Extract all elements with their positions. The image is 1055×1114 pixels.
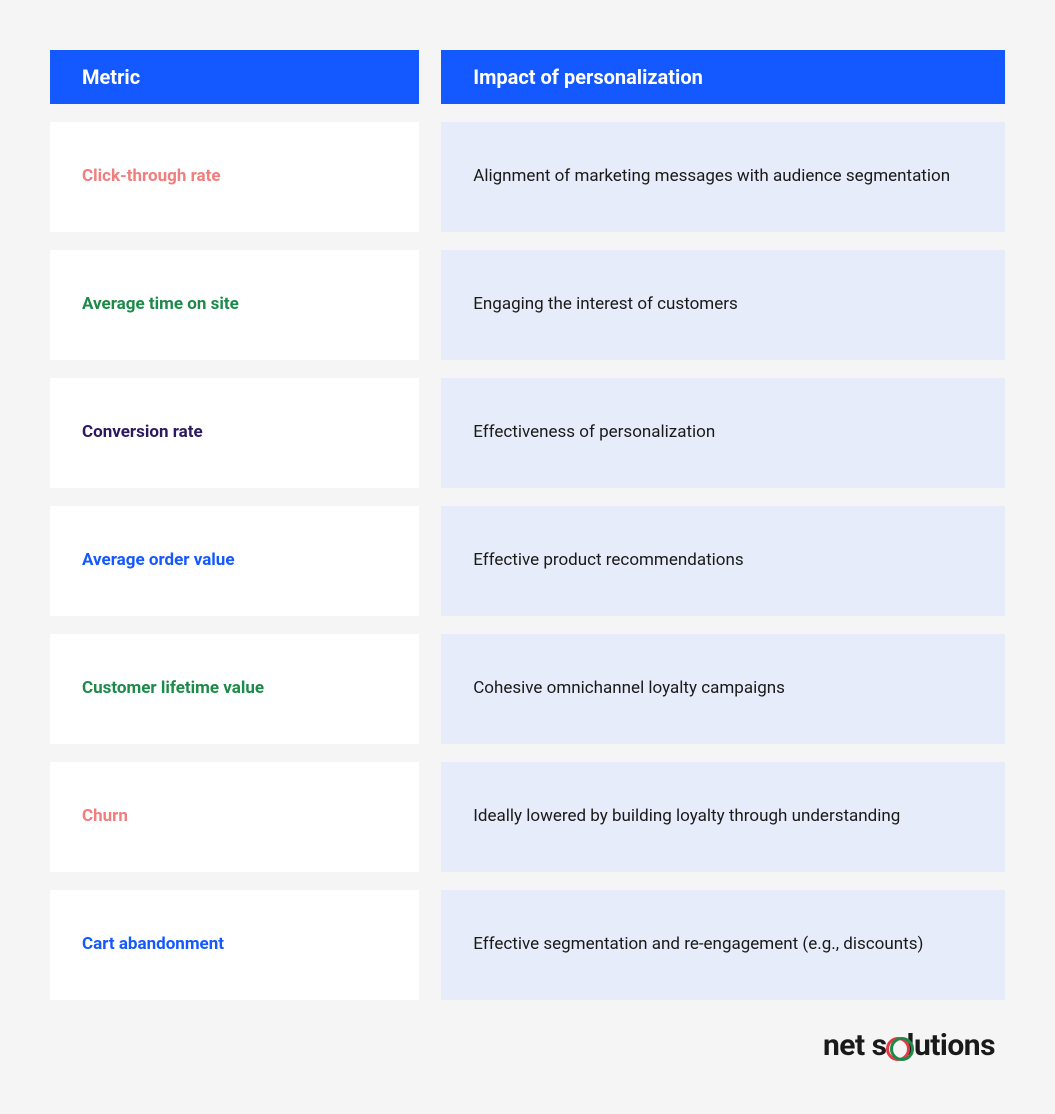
metric-cell: Conversion rate (50, 378, 419, 488)
logo-o-icon (888, 1037, 906, 1055)
metric-cell: Average order value (50, 506, 419, 616)
table-row: Conversion rateEffectiveness of personal… (50, 378, 1005, 488)
impact-cell: Alignment of marketing messages with aud… (441, 122, 1005, 232)
impact-cell: Cohesive omnichannel loyalty campaigns (441, 634, 1005, 744)
table-row: Click-through rateAlignment of marketing… (50, 122, 1005, 232)
header-impact: Impact of personalization (441, 50, 1005, 104)
table-row: ChurnIdeally lowered by building loyalty… (50, 762, 1005, 872)
table-header-row: Metric Impact of personalization (50, 50, 1005, 104)
impact-cell: Effective product recommendations (441, 506, 1005, 616)
impact-cell: Ideally lowered by building loyalty thro… (441, 762, 1005, 872)
metric-cell: Average time on site (50, 250, 419, 360)
logo-text: net s lutions (823, 1028, 995, 1063)
impact-cell: Effective segmentation and re-engagement… (441, 890, 1005, 1000)
table-row: Customer lifetime valueCohesive omnichan… (50, 634, 1005, 744)
impact-cell: Effectiveness of personalization (441, 378, 1005, 488)
table-row: Cart abandonmentEffective segmentation a… (50, 890, 1005, 1000)
metric-cell: Cart abandonment (50, 890, 419, 1000)
metric-cell: Customer lifetime value (50, 634, 419, 744)
header-metric: Metric (50, 50, 419, 104)
metric-cell: Click-through rate (50, 122, 419, 232)
table-row: Average time on siteEngaging the interes… (50, 250, 1005, 360)
metrics-table: Metric Impact of personalization Click-t… (50, 50, 1005, 1000)
footer-logo: net s lutions (50, 1028, 1005, 1063)
logo-text-before: net s (823, 1028, 887, 1063)
table-row: Average order valueEffective product rec… (50, 506, 1005, 616)
impact-cell: Engaging the interest of customers (441, 250, 1005, 360)
metric-cell: Churn (50, 762, 419, 872)
logo-text-after: lutions (907, 1028, 996, 1063)
